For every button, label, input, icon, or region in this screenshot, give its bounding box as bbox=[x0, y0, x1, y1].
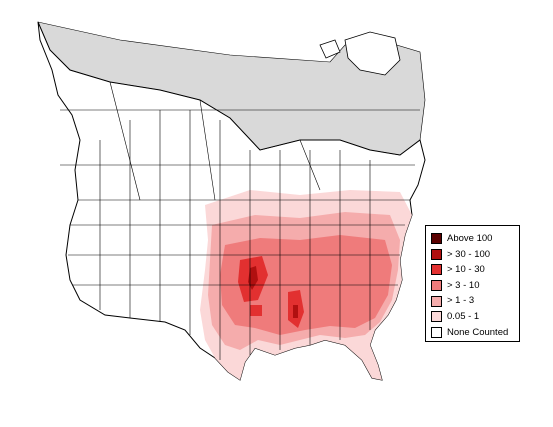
legend-label: 0.05 - 1 bbox=[447, 311, 480, 323]
arctic-islands bbox=[319, 31, 401, 76]
legend-swatch-1-3 bbox=[431, 295, 442, 307]
abundance-zone-30-100 bbox=[248, 266, 298, 318]
legend-label: > 10 - 30 bbox=[447, 264, 485, 276]
legend-swatch-3-10 bbox=[431, 280, 442, 292]
legend-label: > 3 - 10 bbox=[447, 279, 480, 291]
legend-item: None Counted bbox=[431, 325, 519, 341]
legend-swatch-above-100 bbox=[431, 233, 442, 245]
legend-label: > 30 - 100 bbox=[447, 248, 491, 260]
legend-label: None Counted bbox=[447, 326, 509, 338]
legend-swatch-0-05-1 bbox=[431, 311, 442, 323]
legend-item: > 10 - 30 bbox=[431, 262, 519, 278]
legend-item: Above 100 bbox=[431, 231, 519, 247]
legend-item: > 1 - 3 bbox=[431, 293, 519, 309]
legend-item: > 3 - 10 bbox=[431, 278, 519, 294]
region-boundaries bbox=[60, 81, 420, 360]
legend-item: > 30 - 100 bbox=[431, 247, 519, 263]
map-legend: Above 100 > 30 - 100 > 10 - 30 > 3 - 10 … bbox=[425, 225, 520, 342]
legend-item: 0.05 - 1 bbox=[431, 309, 519, 325]
legend-swatch-10-30 bbox=[431, 264, 442, 276]
legend-swatch-none bbox=[431, 326, 442, 338]
legend-label: > 1 - 3 bbox=[447, 295, 475, 307]
legend-swatch-30-100 bbox=[431, 248, 442, 260]
legend-label: Above 100 bbox=[447, 233, 493, 245]
